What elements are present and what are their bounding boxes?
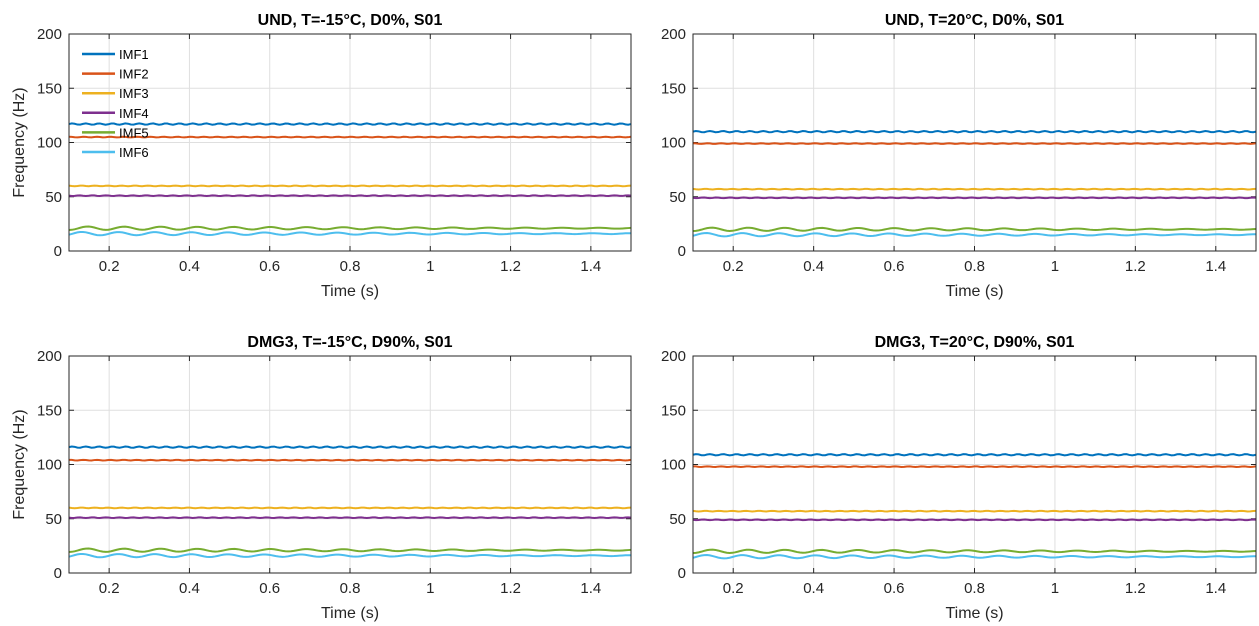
x-tick-label: 0.6 — [884, 258, 905, 275]
x-axis-label: Time (s) — [945, 605, 1003, 622]
x-tick-label: 1.2 — [500, 258, 521, 275]
x-axis-label: Time (s) — [321, 605, 379, 622]
x-tick-label: 0.8 — [964, 580, 985, 597]
axes-frame — [692, 33, 1257, 252]
x-tick-label: 0.6 — [259, 580, 280, 597]
series-line-imf3 — [692, 509, 1257, 513]
y-tick-label: 50 — [45, 189, 62, 206]
y-tick-label: 100 — [37, 457, 62, 474]
series-line-imf3 — [692, 187, 1257, 191]
x-tick-label: 0.4 — [179, 258, 200, 275]
series-line-imf3 — [68, 184, 632, 188]
chart-panel-1: 0.2 0.4 0.6 0.8 1 1.2 1.4 0 50 100 150 200 UND, T=-1… — [11, 12, 632, 300]
chart-title: DMG3, T=20°C, D90%, S01 — [875, 334, 1075, 351]
series-line-imf6 — [692, 232, 1257, 238]
series-line-imf4 — [692, 196, 1257, 200]
x-tick-label: 0.8 — [340, 258, 361, 275]
chart-panel-4: 0.2 0.4 0.6 0.8 1 1.2 1.4 0 50 100 150 200 DMG3, T=2… — [661, 334, 1257, 622]
x-axis-label: Time (s) — [945, 283, 1003, 300]
series-line-imf5 — [68, 225, 632, 231]
y-tick-label: 0 — [678, 565, 686, 582]
series-line-imf3 — [68, 506, 632, 510]
x-tick-label: 1.2 — [1125, 580, 1146, 597]
x-tick-label: 0.4 — [179, 580, 200, 597]
y-tick-label: 100 — [37, 135, 62, 152]
series-line-imf1 — [68, 122, 632, 126]
x-tick-label: 0.8 — [340, 580, 361, 597]
y-tick-label: 0 — [54, 565, 62, 582]
x-tick-label: 1.2 — [1125, 258, 1146, 275]
x-tick-label: 1 — [1051, 258, 1059, 275]
x-tick-label: 1 — [426, 580, 434, 597]
x-tick-label: 1 — [1051, 580, 1059, 597]
chart-panel-3: 0.2 0.4 0.6 0.8 1 1.2 1.4 0 50 100 150 200 DMG3, T=-… — [11, 334, 632, 622]
series-line-imf1 — [692, 453, 1257, 457]
series-line-imf4 — [68, 194, 632, 197]
y-tick-label: 200 — [661, 348, 686, 365]
chart-title: UND, T=20°C, D0%, S01 — [885, 12, 1064, 29]
y-tick-label: 150 — [661, 402, 686, 419]
legend-label: IMF6 — [119, 145, 149, 160]
y-tick-label: 150 — [37, 402, 62, 419]
x-tick-label: 0.2 — [723, 580, 744, 597]
series-line-imf6 — [692, 554, 1257, 560]
x-tick-label: 0.6 — [259, 258, 280, 275]
legend-label: IMF2 — [119, 67, 149, 82]
x-tick-label: 0.4 — [803, 580, 824, 597]
x-tick-label: 0.2 — [99, 580, 120, 597]
series-line-imf1 — [692, 129, 1257, 134]
x-tick-label: 1.2 — [500, 580, 521, 597]
x-tick-label: 0.4 — [803, 258, 824, 275]
series-line-imf1 — [68, 445, 632, 449]
y-tick-label: 100 — [661, 457, 686, 474]
y-tick-label: 100 — [661, 135, 686, 152]
y-tick-label: 150 — [37, 80, 62, 97]
axes-frame — [68, 33, 632, 252]
x-tick-label: 1.4 — [580, 580, 601, 597]
y-tick-label: 200 — [661, 26, 686, 43]
x-tick-label: 0.6 — [884, 580, 905, 597]
y-axis-label: Frequency (Hz) — [11, 87, 28, 197]
x-tick-label: 0.8 — [964, 258, 985, 275]
x-axis-label: Time (s) — [321, 283, 379, 300]
chart-panel-2: 0.2 0.4 0.6 0.8 1 1.2 1.4 0 50 100 150 200 UND, T=20… — [661, 12, 1257, 300]
series-line-imf6 — [68, 552, 632, 559]
series-line-imf5 — [692, 226, 1257, 233]
series-line-imf2 — [68, 458, 632, 462]
y-tick-label: 200 — [37, 26, 62, 43]
legend-label: IMF4 — [119, 106, 149, 121]
y-tick-label: 200 — [37, 348, 62, 365]
y-tick-label: 0 — [678, 243, 686, 260]
series-line-imf6 — [68, 230, 632, 237]
series-line-imf2 — [68, 135, 632, 139]
series-line-imf5 — [692, 548, 1257, 555]
legend-label: IMF3 — [119, 86, 149, 101]
x-tick-label: 1 — [426, 258, 434, 275]
legend-label: IMF5 — [119, 125, 149, 140]
series-line-imf2 — [692, 142, 1257, 145]
legend-label: IMF1 — [119, 47, 149, 62]
legend: IMF1 IMF2 IMF3 IMF4 IMF5 IMF6 — [82, 47, 149, 160]
chart-title: UND, T=-15°C, D0%, S01 — [258, 12, 443, 29]
x-tick-label: 1.4 — [580, 258, 601, 275]
axes-frame — [692, 355, 1257, 574]
series-line-imf5 — [68, 547, 632, 553]
x-tick-label: 0.2 — [99, 258, 120, 275]
x-tick-label: 1.4 — [1205, 258, 1226, 275]
y-tick-label: 50 — [45, 511, 62, 528]
axes-frame — [68, 355, 632, 574]
series-line-imf4 — [68, 516, 632, 519]
series-line-imf2 — [692, 465, 1257, 469]
x-tick-label: 0.2 — [723, 258, 744, 275]
chart-title: DMG3, T=-15°C, D90%, S01 — [247, 334, 452, 351]
y-axis-label: Frequency (Hz) — [11, 409, 28, 519]
y-tick-label: 150 — [661, 80, 686, 97]
series-line-imf4 — [692, 518, 1257, 522]
x-tick-label: 1.4 — [1205, 580, 1226, 597]
y-tick-label: 0 — [54, 243, 62, 260]
y-tick-label: 50 — [669, 511, 686, 528]
y-tick-label: 50 — [669, 189, 686, 206]
